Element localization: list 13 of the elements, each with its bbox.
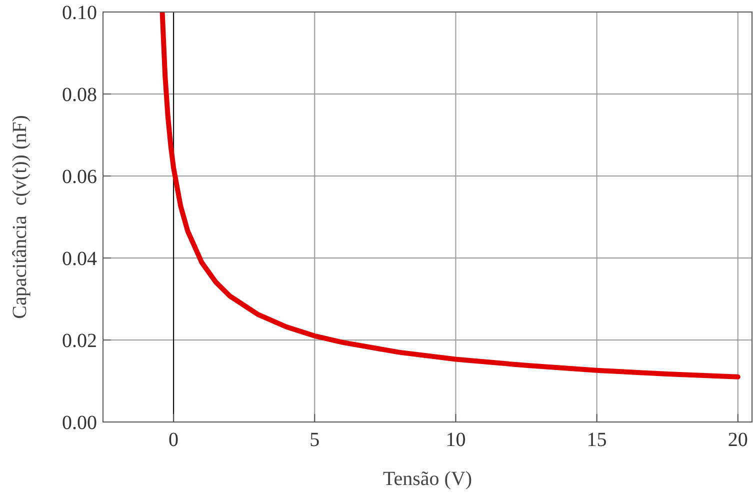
y-tick-label: 0.10 xyxy=(62,2,97,24)
y-tick-label: 0.00 xyxy=(62,412,97,434)
y-tick-label: 0.04 xyxy=(62,248,97,270)
x-tick-label: 0 xyxy=(168,429,179,451)
x-tick-label: 5 xyxy=(310,429,320,451)
y-axis-title: Capacitância c(v(t)) (nF) xyxy=(9,115,31,319)
x-tick-label: 15 xyxy=(586,429,607,451)
x-axis-title: Tensão (V) xyxy=(382,468,472,490)
y-tick-label: 0.06 xyxy=(62,166,97,188)
y-tick-label: 0.08 xyxy=(62,84,97,106)
x-tick-label: 20 xyxy=(728,429,748,451)
x-tick-label: 10 xyxy=(446,429,466,451)
y-tick-label: 0.02 xyxy=(62,330,97,352)
